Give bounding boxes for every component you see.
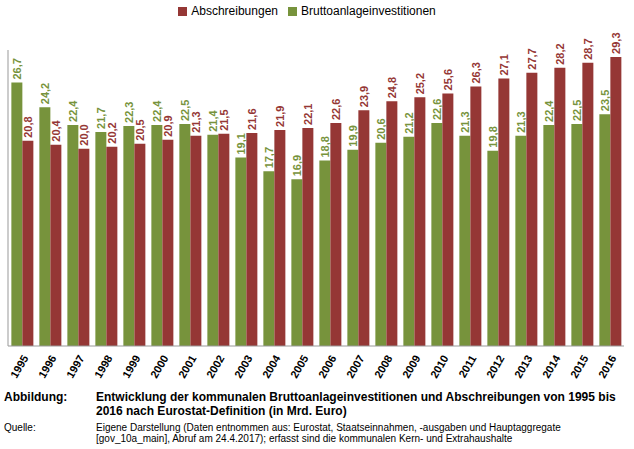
svg-text:23,9: 23,9	[358, 86, 370, 107]
svg-text:19,9: 19,9	[347, 125, 359, 146]
svg-text:19,1: 19,1	[235, 133, 247, 154]
svg-text:2015: 2015	[568, 353, 591, 380]
svg-text:22,5: 22,5	[571, 100, 583, 121]
svg-text:2010: 2010	[428, 353, 451, 380]
svg-text:20,6: 20,6	[375, 118, 387, 139]
svg-text:2016: 2016	[596, 353, 619, 380]
html-text:Quelle:: Quelle:	[4, 422, 36, 433]
html-text:Entwicklung der kommunalen Bru: Entwicklung der kommunalen Bruttoanlagei…	[96, 390, 616, 418]
svg-text:19,8: 19,8	[487, 126, 499, 147]
svg-text:22,6: 22,6	[431, 99, 443, 120]
svg-text:2011: 2011	[456, 353, 478, 380]
svg-text:26,7: 26,7	[11, 58, 23, 79]
svg-text:2008: 2008	[372, 353, 395, 380]
svg-text:2004: 2004	[260, 352, 283, 380]
svg-text:20,9: 20,9	[162, 115, 174, 136]
svg-text:22,4: 22,4	[150, 100, 163, 122]
svg-text:22,1: 22,1	[302, 104, 314, 125]
svg-text:18,8: 18,8	[319, 136, 331, 157]
svg-text:22,3: 22,3	[122, 101, 135, 123]
html-text:Abbildung:: Abbildung:	[4, 390, 68, 404]
svg-text:1998: 1998	[92, 353, 115, 380]
svg-text:25,6: 25,6	[442, 69, 454, 90]
svg-text:25,2: 25,2	[414, 73, 426, 94]
svg-text:27,1: 27,1	[498, 54, 510, 75]
svg-text:21,5: 21,5	[218, 109, 230, 130]
svg-text:2005: 2005	[288, 353, 311, 380]
svg-text:24,2: 24,2	[39, 83, 51, 104]
svg-text:29,3: 29,3	[610, 32, 622, 53]
svg-text:21,3: 21,3	[515, 111, 527, 132]
svg-text:22,6: 22,6	[330, 99, 342, 120]
svg-text:21,7: 21,7	[94, 107, 107, 129]
svg-text:2001: 2001	[176, 353, 199, 380]
svg-text:21,2: 21,2	[403, 112, 415, 133]
svg-text:20,8: 20,8	[22, 116, 34, 137]
svg-text:21,3: 21,3	[459, 111, 471, 132]
svg-text:1996: 1996	[36, 353, 59, 380]
svg-text:17,7: 17,7	[263, 147, 275, 168]
svg-text:20,0: 20,0	[78, 124, 90, 145]
svg-text:1997: 1997	[64, 353, 87, 380]
svg-text:28,7: 28,7	[582, 38, 594, 59]
svg-text:1995: 1995	[8, 353, 30, 380]
svg-text:2012: 2012	[484, 353, 507, 380]
svg-text:22,4: 22,4	[67, 100, 79, 122]
svg-text:20,4: 20,4	[50, 119, 62, 141]
svg-text:2014: 2014	[540, 352, 563, 380]
svg-text:21,6: 21,6	[246, 108, 258, 129]
svg-text:16,9: 16,9	[291, 155, 303, 176]
html-text:Bruttoanlageinvestitionen: Bruttoanlageinvestitionen	[301, 4, 436, 18]
svg-text:2003: 2003	[232, 353, 255, 380]
svg-text:2000: 2000	[148, 353, 171, 380]
svg-text:23,5: 23,5	[599, 90, 611, 111]
html-text:Eigene Darstellung (Daten entn: Eigene Darstellung (Daten entnommen aus:…	[96, 422, 561, 444]
svg-text:20,5: 20,5	[134, 119, 146, 140]
svg-text:2009: 2009	[400, 353, 423, 380]
svg-text:21,9: 21,9	[274, 105, 286, 126]
svg-text:2013: 2013	[512, 353, 535, 380]
svg-text:2006: 2006	[316, 353, 339, 380]
svg-text:20,2: 20,2	[106, 122, 118, 143]
svg-text:26,3: 26,3	[470, 62, 482, 83]
svg-text:21,3: 21,3	[190, 111, 202, 132]
svg-text:22,4: 22,4	[543, 100, 555, 122]
svg-text:28,2: 28,2	[554, 43, 566, 64]
svg-text:1999: 1999	[120, 353, 143, 380]
svg-text:22,5: 22,5	[178, 99, 191, 121]
svg-text:24,8: 24,8	[386, 77, 398, 98]
html-text:Abschreibungen: Abschreibungen	[191, 4, 278, 18]
svg-text:21,4: 21,4	[206, 110, 219, 132]
svg-text:2002: 2002	[204, 353, 227, 380]
svg-text:2007: 2007	[344, 353, 367, 380]
svg-text:27,7: 27,7	[526, 48, 538, 69]
